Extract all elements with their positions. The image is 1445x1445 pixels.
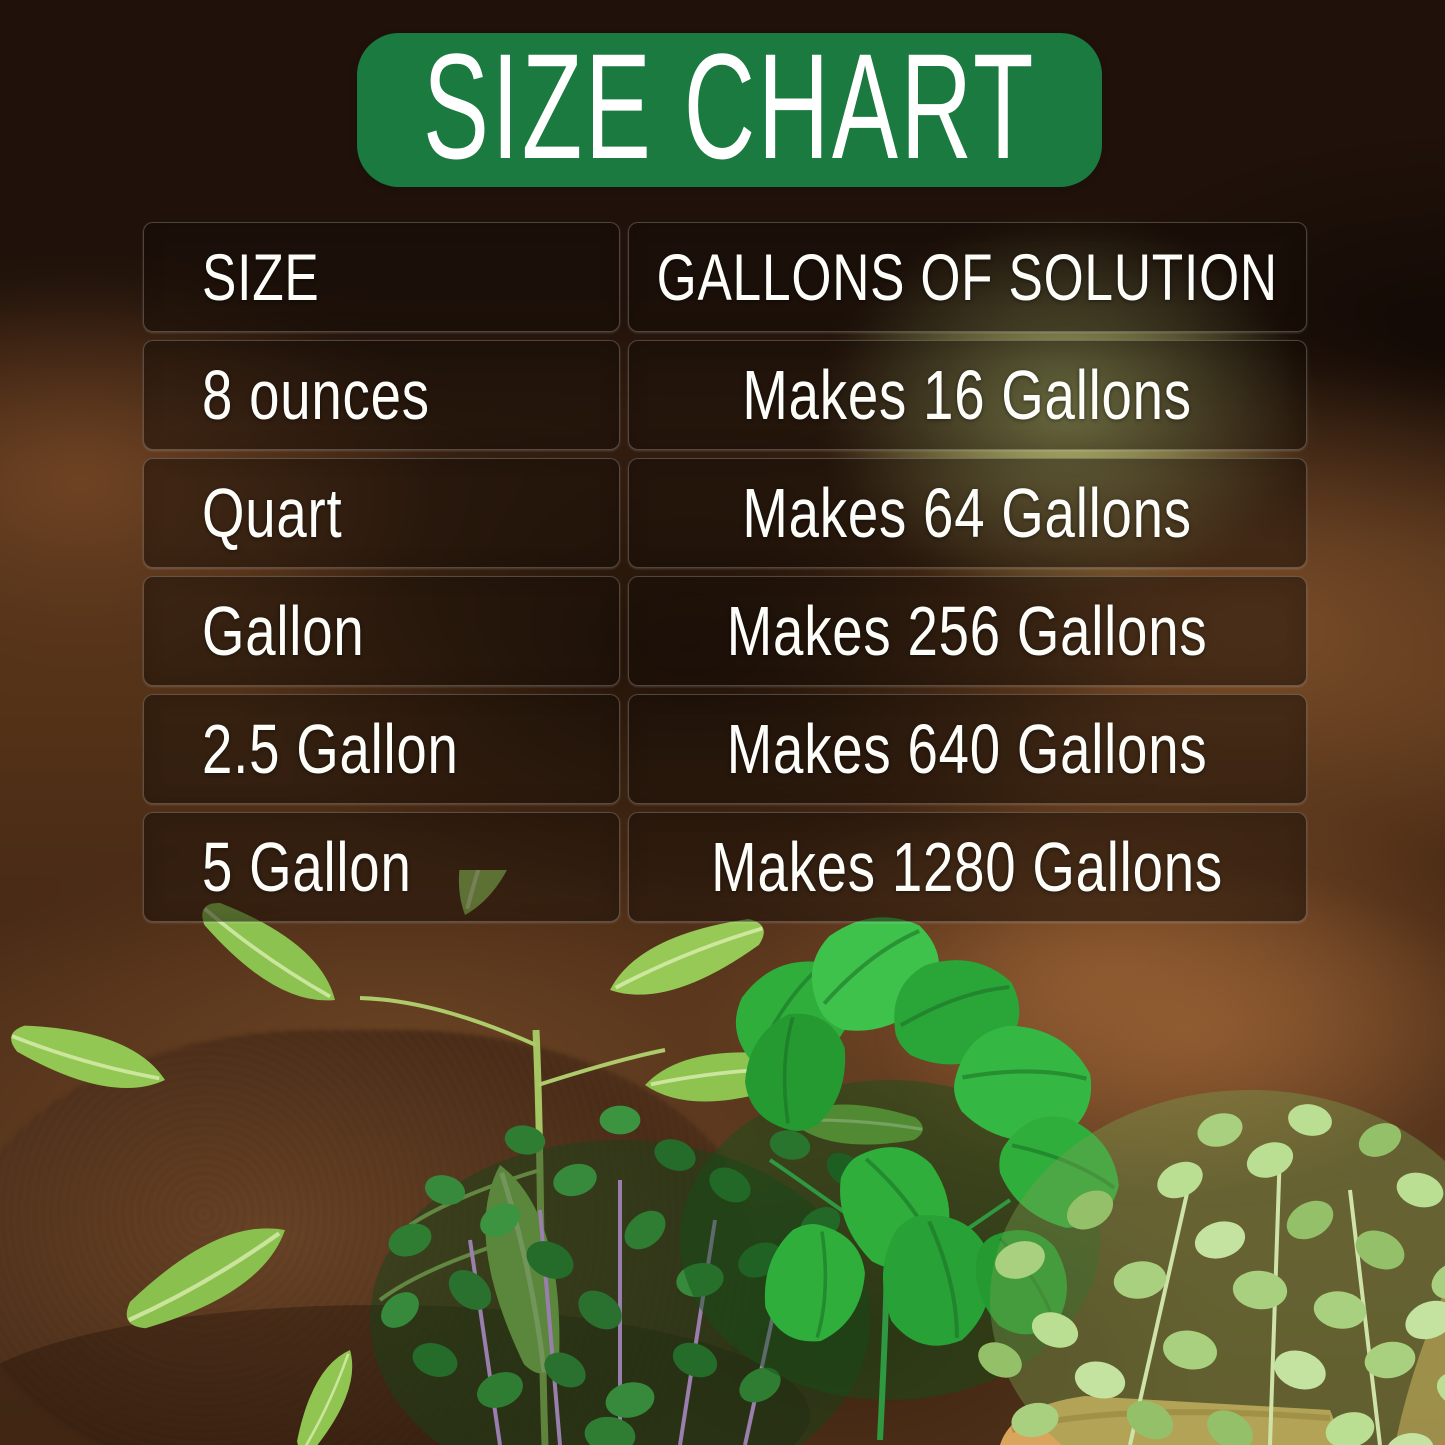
oregano-plant	[972, 1090, 1445, 1445]
col-header-gallons: GALLONS OF SOLUTION	[628, 222, 1307, 332]
page-title: SIZE CHART	[422, 22, 1037, 190]
grass-glow-patch	[820, 220, 1310, 600]
size-cell: 8 ounces	[143, 340, 620, 450]
gallons-cell: Makes 256 Gallons	[628, 576, 1307, 686]
size-chart-table: SIZE GALLONS OF SOLUTION 8 ounces Makes …	[143, 222, 1307, 922]
title-badge: SIZE CHART	[357, 22, 1102, 190]
gallons-cell: Makes 1280 Gallons	[628, 812, 1307, 922]
gallons-cell: Makes 16 Gallons	[628, 340, 1307, 450]
col-header-size: SIZE	[143, 222, 620, 332]
gallons-cell: Makes 640 Gallons	[628, 694, 1307, 804]
size-cell: Gallon	[143, 576, 620, 686]
seedlings-photo-graphic	[0, 870, 1445, 1445]
basil-plant	[680, 906, 1140, 1441]
size-cell: 2.5 Gallon	[143, 694, 620, 804]
size-cell: Quart	[143, 458, 620, 568]
size-cell: 5 Gallon	[143, 812, 620, 922]
mint-plant	[370, 1105, 870, 1445]
gallons-cell: Makes 64 Gallons	[628, 458, 1307, 568]
